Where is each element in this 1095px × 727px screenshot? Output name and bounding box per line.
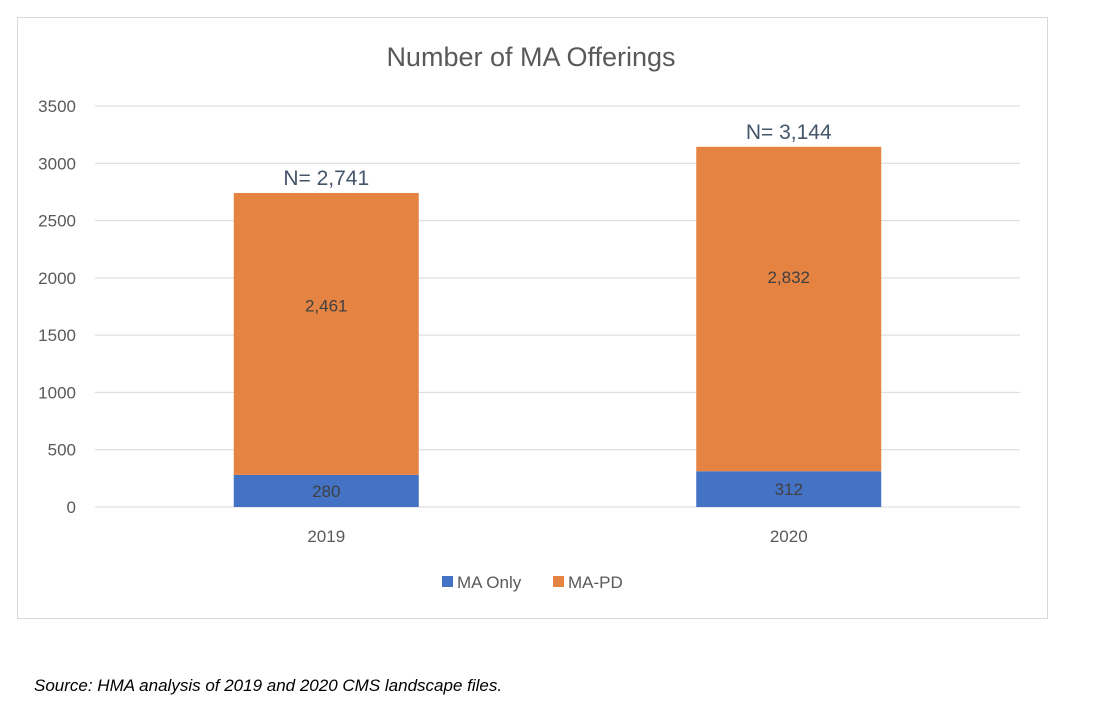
y-tick-label: 500	[48, 441, 76, 460]
y-tick-label: 2500	[38, 212, 76, 231]
chart-title: Number of MA Offerings	[386, 42, 675, 72]
x-tick-label: 2020	[770, 527, 808, 546]
bar-ma-only-2020	[696, 471, 882, 507]
y-tick-label: 3000	[38, 154, 76, 173]
legend-label: MA Only	[457, 573, 522, 592]
y-tick-label: 1500	[38, 326, 76, 345]
source-note: Source: HMA analysis of 2019 and 2020 CM…	[34, 676, 503, 695]
data-label: 280	[312, 482, 340, 501]
x-axis-ticks: 2019 2020	[307, 527, 807, 546]
data-label: 2,832	[767, 268, 810, 287]
total-label: N= 3,144	[746, 121, 832, 144]
bar-ma-pd-2019	[233, 192, 419, 475]
stacked-bar-chart: Number of MA Offerings 0 500 1000 1500 2000 2…	[38, 42, 1020, 592]
legend-swatch	[553, 576, 564, 587]
bar-ma-only-2019	[233, 474, 419, 507]
y-tick-label: 3500	[38, 97, 76, 116]
x-tick-label: 2019	[307, 527, 345, 546]
y-axis-ticks: 0 500 1000 1500 2000 2500 3000 3500	[38, 97, 76, 517]
legend: MA Only MA-PD	[442, 573, 623, 592]
legend-swatch	[442, 576, 453, 587]
bars	[233, 146, 882, 507]
total-label: N= 2,741	[283, 167, 369, 190]
data-label: 312	[775, 480, 803, 499]
data-label: 2,461	[305, 296, 348, 315]
legend-label: MA-PD	[568, 573, 623, 592]
bar-ma-pd-2020	[696, 146, 882, 472]
y-tick-label: 1000	[38, 383, 76, 402]
y-tick-label: 2000	[38, 269, 76, 288]
data-labels: 280 2,461 N= 2,741 312 2,832 N= 3,144	[283, 121, 832, 501]
y-tick-label: 0	[67, 498, 76, 517]
